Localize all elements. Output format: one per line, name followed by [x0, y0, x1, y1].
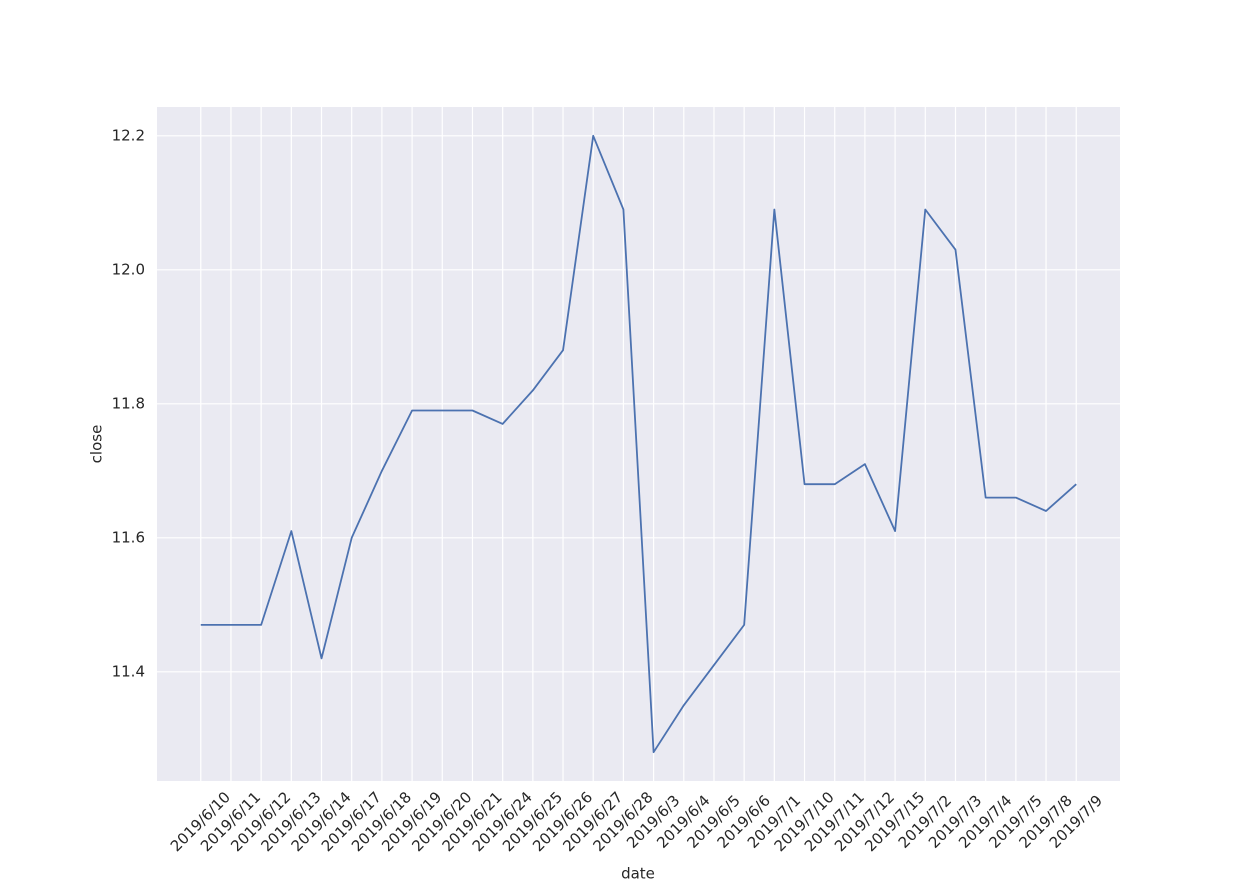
- y-tick-label: 11.6: [112, 528, 145, 546]
- y-tick-label: 11.4: [112, 662, 145, 680]
- x-axis-label: date: [621, 865, 655, 880]
- y-tick-label: 11.8: [112, 394, 145, 412]
- y-axis-label: close: [88, 425, 106, 464]
- y-tick-label: 12.0: [112, 260, 145, 278]
- y-tick-label: 12.2: [112, 126, 145, 144]
- line: [200, 134, 1077, 754]
- plot-area: [157, 107, 1120, 781]
